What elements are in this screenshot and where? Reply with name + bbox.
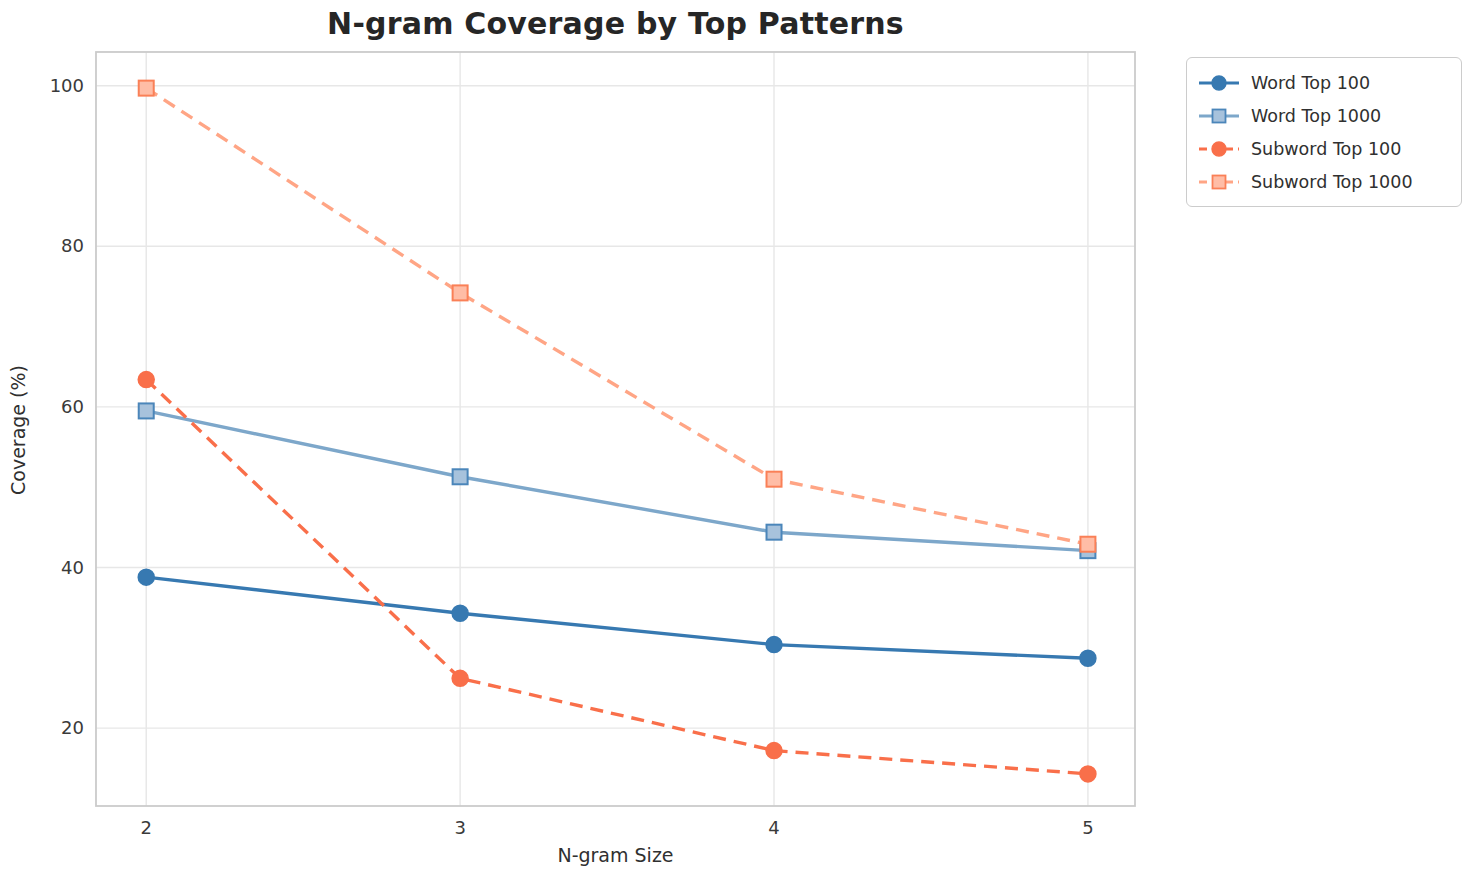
y-tick-label-20: 20 xyxy=(61,717,84,738)
data-point-subword-top-1000-x4 xyxy=(767,472,782,487)
data-point-subword-top-1000-x2 xyxy=(139,81,154,96)
legend-item-subword-top-100: Subword Top 100 xyxy=(1197,132,1451,165)
plot-border xyxy=(96,52,1135,806)
legend-item-subword-top-1000: Subword Top 1000 xyxy=(1197,165,1451,198)
data-point-word-top-100-x4 xyxy=(766,637,782,653)
legend-item-word-top-1000: Word Top 1000 xyxy=(1197,99,1451,132)
x-axis-label: N-gram Size xyxy=(96,844,1135,866)
legend-item-word-top-100: Word Top 100 xyxy=(1197,66,1451,99)
x-tick-label-2: 2 xyxy=(140,817,151,838)
y-tick-label-60: 60 xyxy=(61,396,84,417)
legend-swatch-word-top-100 xyxy=(1197,72,1241,94)
figure: N-gram Coverage by Top Patterns 23452040… xyxy=(0,0,1478,885)
legend-marker-word-top-1000 xyxy=(1213,109,1226,122)
data-point-subword-top-100-x2 xyxy=(138,372,154,388)
legend: Word Top 100 Word Top 1000 Subword Top 100… xyxy=(1186,57,1462,207)
series-subword-top-100 xyxy=(138,372,1096,782)
data-point-word-top-1000-x3 xyxy=(453,469,468,484)
y-tick-label-40: 40 xyxy=(61,557,84,578)
data-point-word-top-100-x2 xyxy=(138,569,154,585)
data-point-word-top-1000-x2 xyxy=(139,403,154,418)
data-point-subword-top-100-x5 xyxy=(1080,766,1096,782)
x-tick-label-3: 3 xyxy=(454,817,465,838)
x-tick-label-5: 5 xyxy=(1082,817,1093,838)
x-tick-label-4: 4 xyxy=(768,817,779,838)
legend-label-word-top-100: Word Top 100 xyxy=(1251,73,1370,93)
legend-swatch-subword-top-100 xyxy=(1197,138,1241,160)
legend-marker-word-top-100 xyxy=(1212,76,1226,90)
axes-spines xyxy=(96,52,1135,806)
axis-tick-labels: 2 3 4 5 20 40 60 80 100 xyxy=(50,75,1094,838)
series-word-top-100 xyxy=(138,569,1096,666)
data-point-subword-top-1000-x5 xyxy=(1080,537,1095,552)
legend-label-word-top-1000: Word Top 1000 xyxy=(1251,106,1381,126)
legend-label-subword-top-1000: Subword Top 1000 xyxy=(1251,172,1413,192)
series-lines xyxy=(138,81,1096,782)
series-word-top-1000 xyxy=(139,403,1096,558)
legend-swatch-subword-top-1000 xyxy=(1197,171,1241,193)
legend-label-subword-top-100: Subword Top 100 xyxy=(1251,139,1401,159)
legend-swatch-word-top-1000 xyxy=(1197,105,1241,127)
data-point-subword-top-100-x4 xyxy=(766,743,782,759)
data-point-subword-top-1000-x3 xyxy=(453,285,468,300)
legend-marker-subword-top-100 xyxy=(1212,142,1226,156)
y-tick-label-100: 100 xyxy=(50,75,84,96)
series-line-word-top-100 xyxy=(146,577,1088,658)
data-point-word-top-100-x5 xyxy=(1080,650,1096,666)
data-point-subword-top-100-x3 xyxy=(452,670,468,686)
series-line-subword-top-100 xyxy=(146,380,1088,774)
series-line-subword-top-1000 xyxy=(146,88,1088,544)
y-axis-label: Coverage (%) xyxy=(7,350,29,510)
legend-marker-subword-top-1000 xyxy=(1213,175,1226,188)
y-tick-label-80: 80 xyxy=(61,235,84,256)
series-line-word-top-1000 xyxy=(146,411,1088,551)
data-point-word-top-100-x3 xyxy=(452,605,468,621)
series-subword-top-1000 xyxy=(139,81,1096,552)
gridlines xyxy=(96,52,1135,806)
data-point-word-top-1000-x4 xyxy=(767,525,782,540)
